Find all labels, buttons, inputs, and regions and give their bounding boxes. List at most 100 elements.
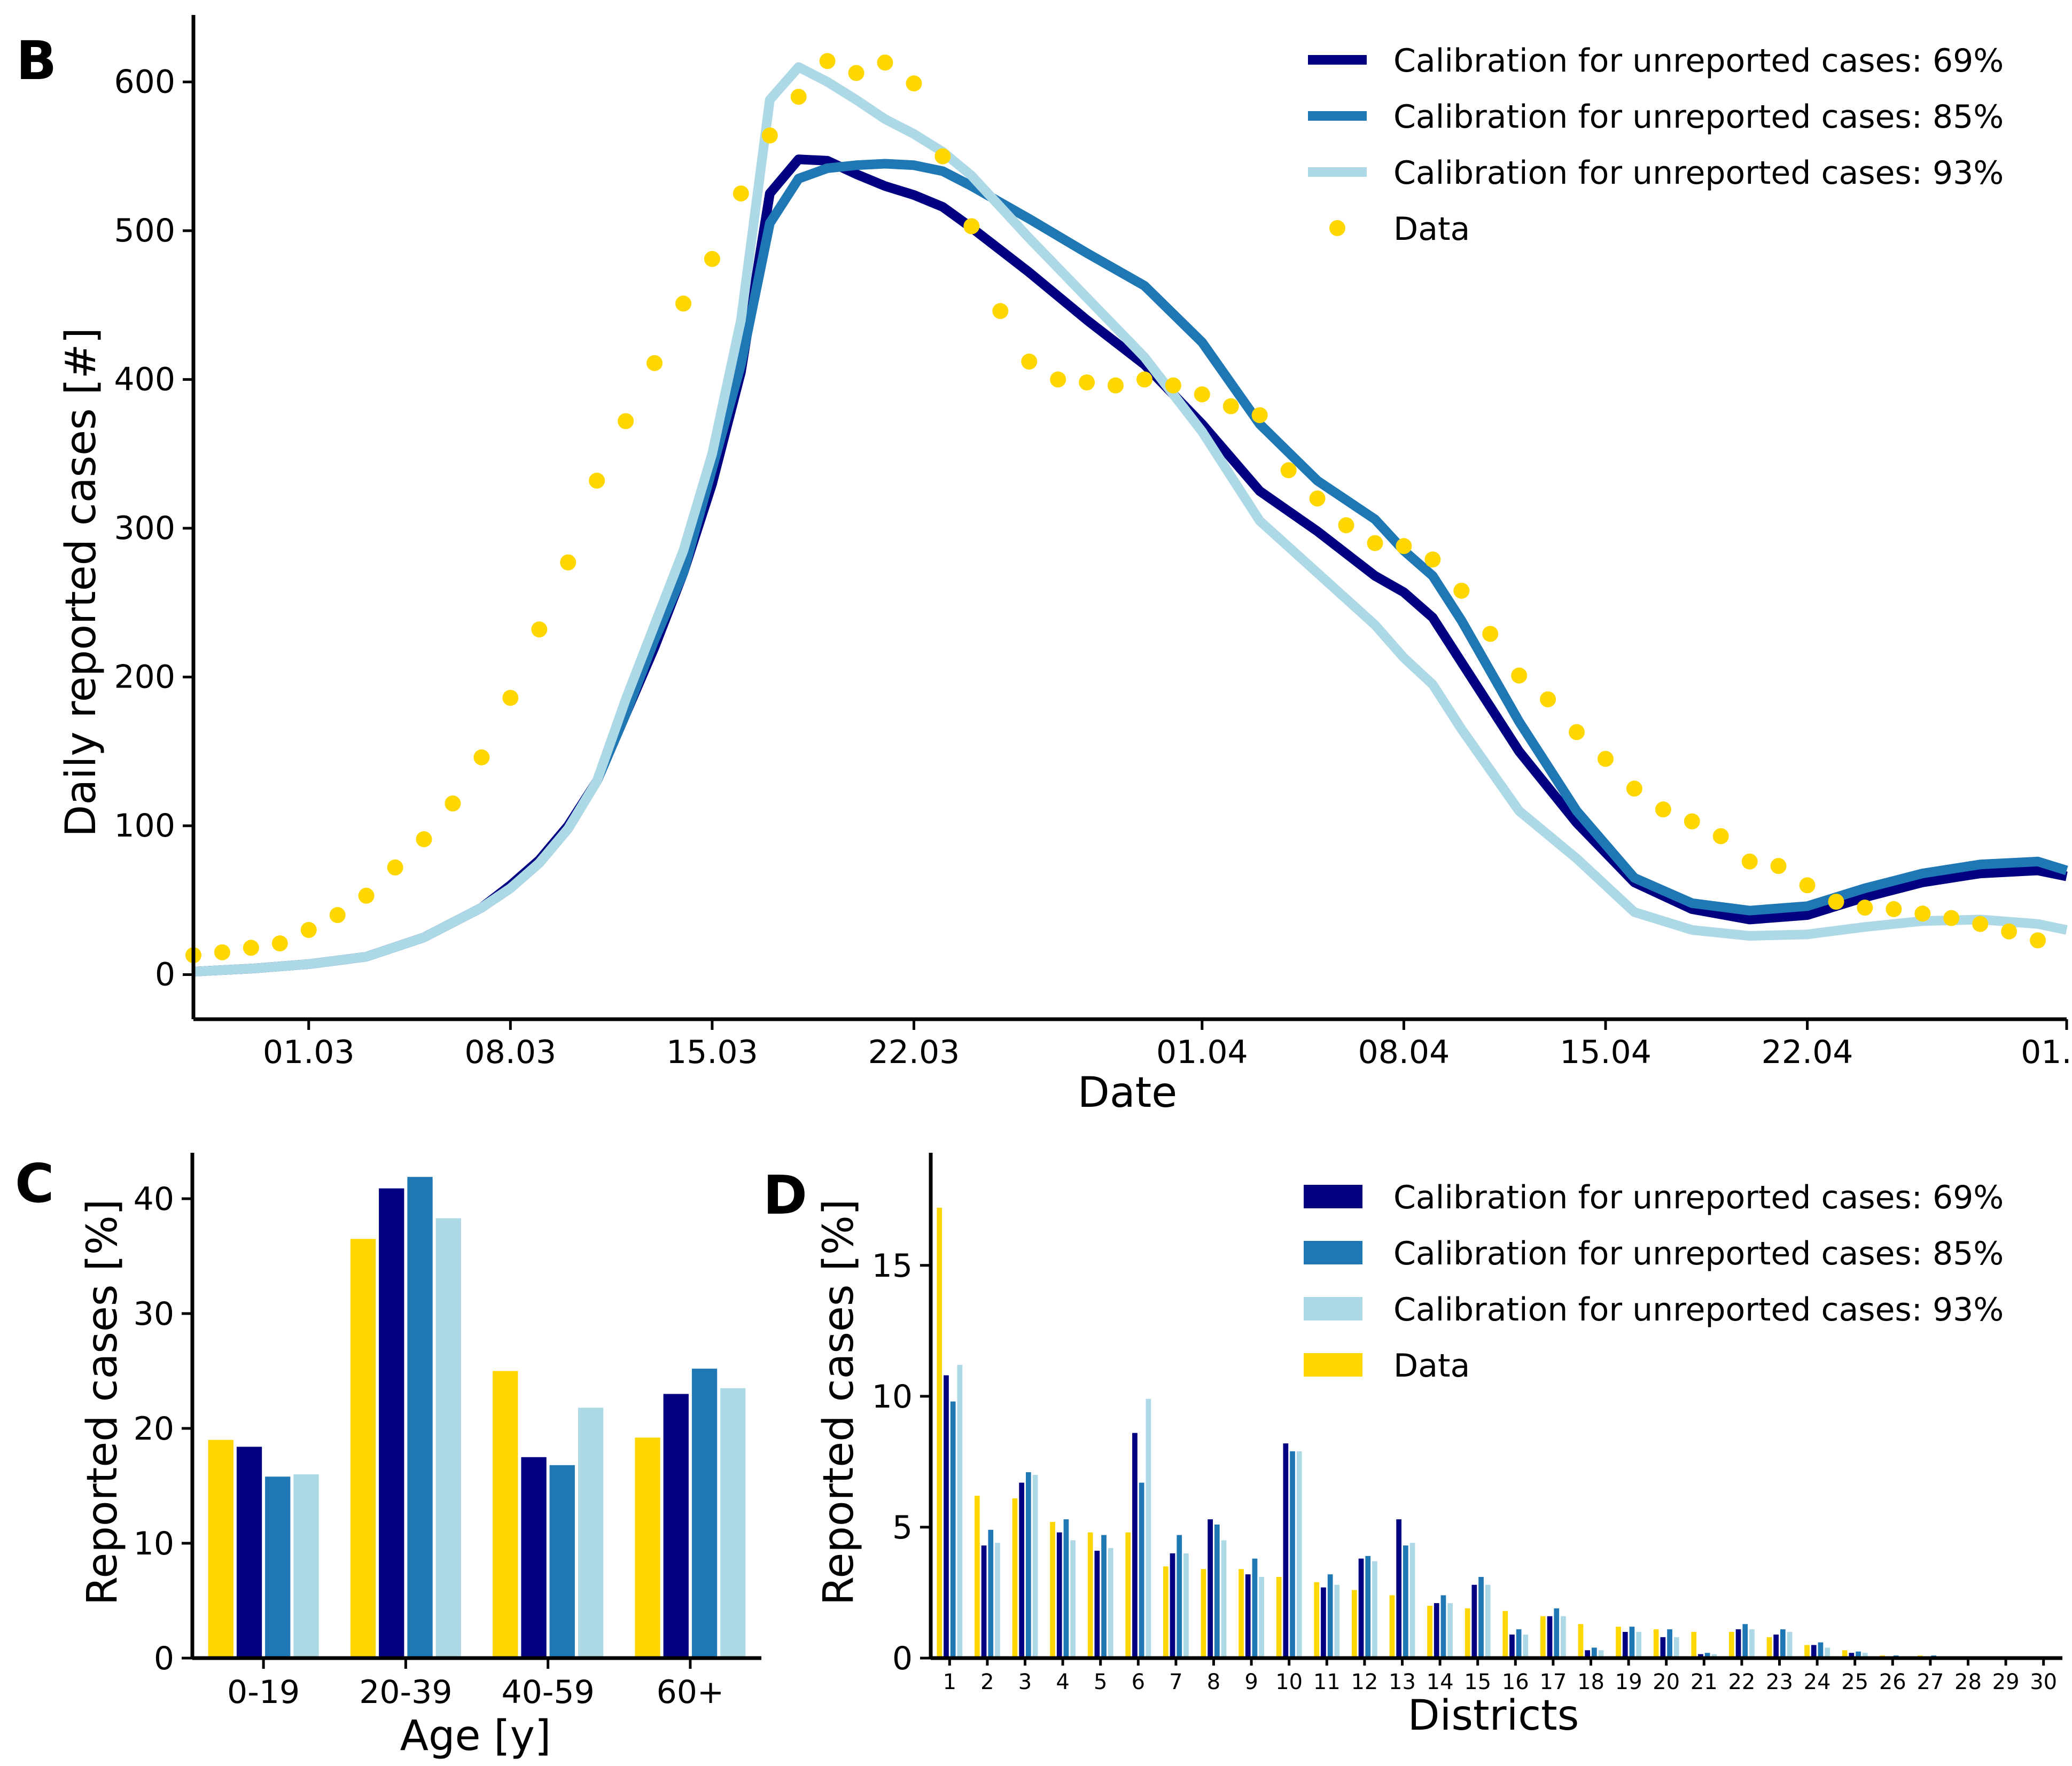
legend-label: Calibration for unreported cases: 85% [1393, 1235, 2004, 1272]
legend-label: Calibration for unreported cases: 93% [1393, 1291, 2004, 1329]
data-point [1338, 517, 1354, 534]
bar [1516, 1629, 1522, 1658]
data-point [2001, 923, 2018, 940]
x-tick-label: 60+ [657, 1674, 725, 1711]
y-tick-label: 200 [114, 658, 175, 696]
bar [1334, 1584, 1340, 1658]
legend-swatch [1329, 220, 1345, 236]
legend-swatch [1304, 1241, 1362, 1264]
bar [1283, 1443, 1289, 1658]
x-tick-label: 21 [1691, 1670, 1718, 1694]
panel-c-ylabel: Reported cases [%] [79, 1199, 127, 1606]
data-point [618, 413, 634, 429]
data-point [1136, 371, 1152, 388]
bar [1660, 1637, 1666, 1658]
x-tick-label: 18 [1577, 1670, 1604, 1694]
legend-swatch [1304, 1297, 1362, 1320]
bar [1862, 1653, 1868, 1658]
series-line-1 [193, 159, 2068, 976]
bar [407, 1177, 433, 1658]
bar [1502, 1611, 1508, 1658]
data-point [1021, 353, 1038, 370]
bar [1471, 1584, 1477, 1658]
bar [1509, 1634, 1515, 1658]
panel-b-xlabel: Date [1078, 1069, 1177, 1117]
bar [1403, 1545, 1408, 1658]
panel-c-xlabel: Age [y] [400, 1712, 551, 1760]
bar [1087, 1532, 1093, 1658]
data-point [243, 940, 259, 956]
bar [1372, 1561, 1377, 1658]
bar [1012, 1498, 1018, 1658]
bar [1811, 1645, 1817, 1658]
bar [1598, 1650, 1604, 1658]
x-tick-label: 17 [1539, 1670, 1567, 1694]
bar [720, 1388, 746, 1659]
data-point [1712, 828, 1729, 845]
x-tick-label: 7 [1169, 1670, 1182, 1694]
data-point [1569, 724, 1585, 740]
legend-label: Data [1393, 210, 1470, 248]
x-tick-label: 13 [1389, 1670, 1416, 1694]
legend-label: Data [1393, 1347, 1470, 1385]
x-tick-label: 11 [1313, 1670, 1341, 1694]
bar [1409, 1543, 1415, 1658]
x-tick-label: 1 [943, 1670, 956, 1694]
bar [1170, 1553, 1175, 1658]
bar [1742, 1624, 1748, 1658]
bar [435, 1218, 461, 1658]
data-point [1684, 813, 1700, 830]
bar [1245, 1574, 1251, 1658]
data-point [329, 907, 346, 923]
data-point [1482, 626, 1499, 642]
data-point [1396, 538, 1412, 554]
bar [1139, 1482, 1144, 1658]
data-point [1972, 916, 1989, 932]
bar [1259, 1577, 1264, 1658]
x-tick-label: 24 [1804, 1670, 1831, 1694]
bar [1101, 1535, 1107, 1658]
x-tick-label: 29 [1992, 1670, 2020, 1694]
bar [1177, 1535, 1182, 1658]
bar [1554, 1608, 1560, 1658]
bar [1825, 1647, 1830, 1658]
bar [1221, 1540, 1227, 1658]
bar [1766, 1637, 1772, 1658]
data-point [934, 148, 951, 165]
data-point [1857, 900, 1873, 916]
panel-d-plot-area [937, 1207, 2057, 1658]
data-point [560, 554, 577, 571]
bar [957, 1365, 963, 1658]
bar [1673, 1637, 1679, 1658]
x-tick-label: 4 [1056, 1670, 1069, 1694]
data-point [646, 355, 663, 371]
data-point [1050, 371, 1066, 388]
bar [236, 1447, 262, 1658]
y-tick-label: 0 [892, 1640, 913, 1677]
x-tick-label: 3 [1018, 1670, 1032, 1694]
data-point [1886, 901, 1902, 917]
bar [265, 1476, 291, 1658]
data-point [300, 921, 317, 938]
data-point [387, 859, 403, 876]
data-point [589, 472, 605, 489]
panel-label-d: D [763, 1164, 807, 1226]
bar [1070, 1540, 1076, 1658]
panel-b: B 0 100 200 300 400 500 600 01.03 08.03 15.03 22.0… [16, 15, 2072, 1117]
bar [1773, 1634, 1779, 1658]
bar [1547, 1616, 1553, 1658]
bar [1163, 1566, 1169, 1658]
bar [1616, 1627, 1621, 1658]
bar [691, 1369, 718, 1658]
data-point [790, 89, 807, 105]
bar [1358, 1558, 1364, 1658]
legend-label: Calibration for unreported cases: 85% [1393, 98, 2004, 136]
legend-label: Calibration for unreported cases: 69% [1393, 42, 2004, 80]
bar [208, 1440, 233, 1658]
bar [493, 1371, 518, 1658]
bar [1440, 1595, 1446, 1658]
bar [1698, 1654, 1703, 1658]
bar [1622, 1632, 1628, 1658]
x-tick-label: 15 [1464, 1670, 1491, 1694]
y-tick-label: 10 [134, 1525, 174, 1562]
